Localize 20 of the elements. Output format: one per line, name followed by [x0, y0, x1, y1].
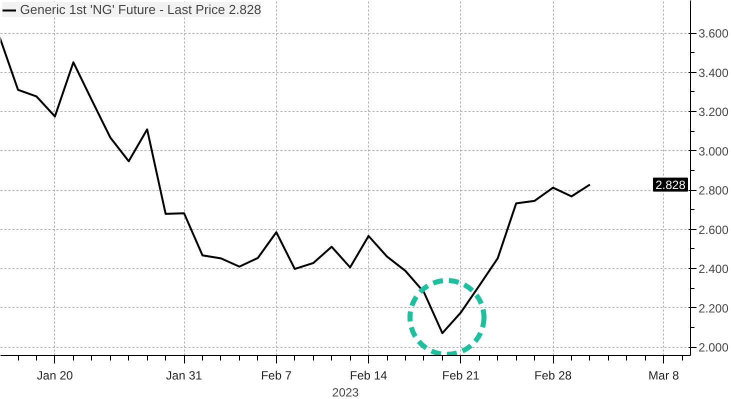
- legend-label: Generic 1st 'NG' Future - Last Price 2.828: [20, 2, 262, 17]
- x-tick-label: Feb 28: [534, 368, 572, 382]
- x-tick-label: Mar 8: [648, 368, 680, 382]
- y-tick-label: 2.400: [698, 262, 729, 276]
- x-tick-label: Feb 7: [260, 368, 292, 382]
- x-tick-label: Feb 21: [442, 368, 480, 382]
- y-tick-label: 2.200: [698, 301, 729, 316]
- y-tick-label: 3.400: [698, 66, 729, 80]
- y-tick-label: 2.600: [698, 222, 729, 237]
- x-axis-title: 2023: [332, 386, 360, 399]
- x-tick-label: Feb 14: [350, 368, 388, 382]
- y-tick-label: 3.000: [698, 144, 729, 158]
- line-series: [0, 36, 591, 334]
- y-tick-label: 2.000: [698, 340, 729, 355]
- y-tick-label: 3.200: [698, 105, 729, 120]
- x-tick-label: Jan 31: [166, 368, 202, 382]
- y-tick-label: 3.600: [698, 26, 729, 41]
- x-tick-label: Jan 20: [36, 368, 74, 382]
- annotation: 2.828: [655, 178, 686, 192]
- y-tick-label: 2.800: [698, 184, 729, 198]
